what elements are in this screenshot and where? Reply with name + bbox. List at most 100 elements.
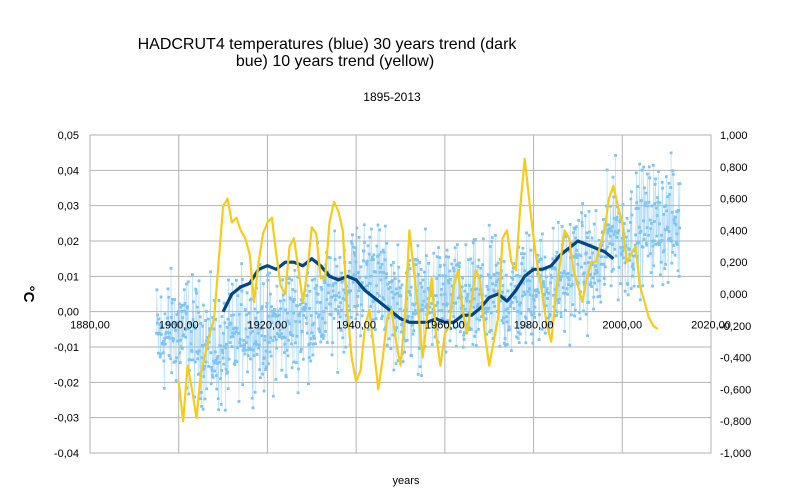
monthly-temperature-point	[664, 175, 668, 179]
monthly-temperature-point	[214, 318, 218, 321]
monthly-temperature-point	[526, 290, 530, 293]
monthly-temperature-point	[180, 310, 184, 313]
monthly-temperature-point	[288, 331, 292, 334]
monthly-temperature-point	[329, 313, 333, 317]
monthly-temperature-point	[385, 272, 388, 276]
monthly-temperature-point	[594, 209, 598, 212]
monthly-temperature-point	[354, 260, 358, 264]
monthly-temperature-point	[672, 218, 676, 222]
monthly-temperature-point	[334, 307, 338, 311]
monthly-temperature-point	[562, 291, 565, 295]
monthly-temperature-point	[235, 327, 239, 330]
monthly-temperature-point	[171, 339, 175, 343]
monthly-temperature-point	[290, 278, 294, 282]
monthly-temperature-point	[623, 261, 627, 265]
monthly-temperature-point	[551, 267, 554, 271]
y-left-tick-label: -0,01	[54, 342, 79, 354]
monthly-temperature-point	[646, 254, 650, 258]
monthly-temperature-point	[506, 307, 510, 310]
monthly-temperature-point	[509, 282, 513, 286]
monthly-temperature-point	[504, 344, 507, 347]
monthly-temperature-point	[278, 328, 282, 332]
monthly-temperature-point	[494, 283, 498, 287]
monthly-temperature-point	[446, 279, 450, 283]
monthly-temperature-point	[426, 287, 430, 290]
monthly-temperature-point	[359, 334, 362, 338]
monthly-temperature-point	[446, 319, 450, 322]
monthly-temperature-point	[518, 332, 522, 336]
monthly-temperature-point	[327, 283, 331, 287]
monthly-temperature-point	[535, 293, 538, 297]
monthly-temperature-point	[443, 263, 446, 267]
monthly-temperature-point	[589, 281, 593, 285]
series-10-year-trend	[177, 157, 659, 423]
monthly-temperature-point	[530, 332, 533, 336]
monthly-temperature-point	[189, 342, 193, 346]
monthly-temperature-point	[659, 260, 663, 264]
monthly-temperature-point	[298, 320, 301, 324]
monthly-temperature-point	[254, 316, 257, 320]
monthly-temperature-point	[627, 229, 630, 233]
monthly-temperature-point	[556, 221, 560, 224]
monthly-temperature-point	[264, 365, 268, 369]
monthly-temperature-point	[182, 303, 186, 307]
monthly-temperature-point	[495, 271, 499, 275]
monthly-temperature-point	[445, 303, 449, 307]
monthly-temperature-point	[447, 310, 451, 313]
monthly-temperature-point	[362, 249, 366, 253]
monthly-temperature-point	[527, 233, 531, 237]
monthly-temperature-point	[421, 278, 425, 282]
monthly-temperature-point	[243, 343, 246, 346]
monthly-temperature-point	[166, 287, 170, 291]
monthly-temperature-point	[549, 273, 553, 277]
monthly-temperature-point	[574, 253, 578, 256]
monthly-temperature-point	[292, 311, 296, 315]
monthly-temperature-point	[596, 295, 600, 299]
monthly-temperature-point	[225, 342, 228, 346]
monthly-temperature-point	[175, 313, 179, 316]
monthly-temperature-point	[302, 314, 306, 317]
monthly-temperature-point	[575, 256, 579, 259]
monthly-temperature-point	[332, 294, 336, 298]
monthly-temperature-point	[217, 408, 220, 412]
monthly-temperature-point	[308, 307, 311, 310]
monthly-temperature-point	[304, 302, 308, 306]
monthly-temperature-point	[517, 341, 521, 344]
monthly-temperature-point	[169, 316, 173, 319]
monthly-temperature-point	[611, 243, 615, 246]
monthly-temperature-point	[430, 310, 434, 314]
monthly-temperature-point	[264, 349, 268, 353]
monthly-temperature-point	[395, 302, 399, 305]
monthly-temperature-point	[646, 172, 649, 176]
monthly-temperature-point	[189, 330, 193, 333]
monthly-temperature-point	[162, 359, 166, 363]
monthly-temperature-point	[272, 312, 276, 316]
monthly-temperature-point	[611, 175, 615, 179]
monthly-temperature-point	[371, 318, 375, 321]
monthly-temperature-point	[242, 339, 246, 342]
monthly-temperature-point	[376, 255, 379, 258]
monthly-temperature-point	[394, 362, 398, 365]
monthly-temperature-point	[205, 310, 208, 313]
monthly-temperature-point	[383, 224, 387, 228]
monthly-temperature-point	[245, 341, 248, 345]
monthly-temperature-point	[196, 352, 200, 355]
monthly-temperature-point	[254, 340, 258, 343]
monthly-temperature-point	[300, 330, 304, 334]
monthly-temperature-point	[622, 245, 626, 249]
monthly-temperature-point	[477, 292, 481, 296]
monthly-temperature-point	[670, 210, 674, 214]
monthly-temperature-point	[572, 255, 576, 259]
monthly-temperature-point	[595, 288, 599, 292]
monthly-temperature-point	[503, 342, 506, 345]
monthly-temperature-point	[174, 328, 177, 332]
monthly-temperature-point	[603, 282, 606, 286]
monthly-temperature-point	[626, 283, 630, 286]
monthly-temperature-point	[215, 387, 219, 391]
monthly-temperature-point	[554, 255, 558, 258]
monthly-temperature-point	[651, 244, 655, 248]
monthly-temperature-point	[520, 326, 524, 330]
monthly-temperature-point	[637, 225, 641, 229]
monthly-temperature-point	[544, 304, 548, 308]
monthly-temperature-point	[264, 368, 267, 371]
